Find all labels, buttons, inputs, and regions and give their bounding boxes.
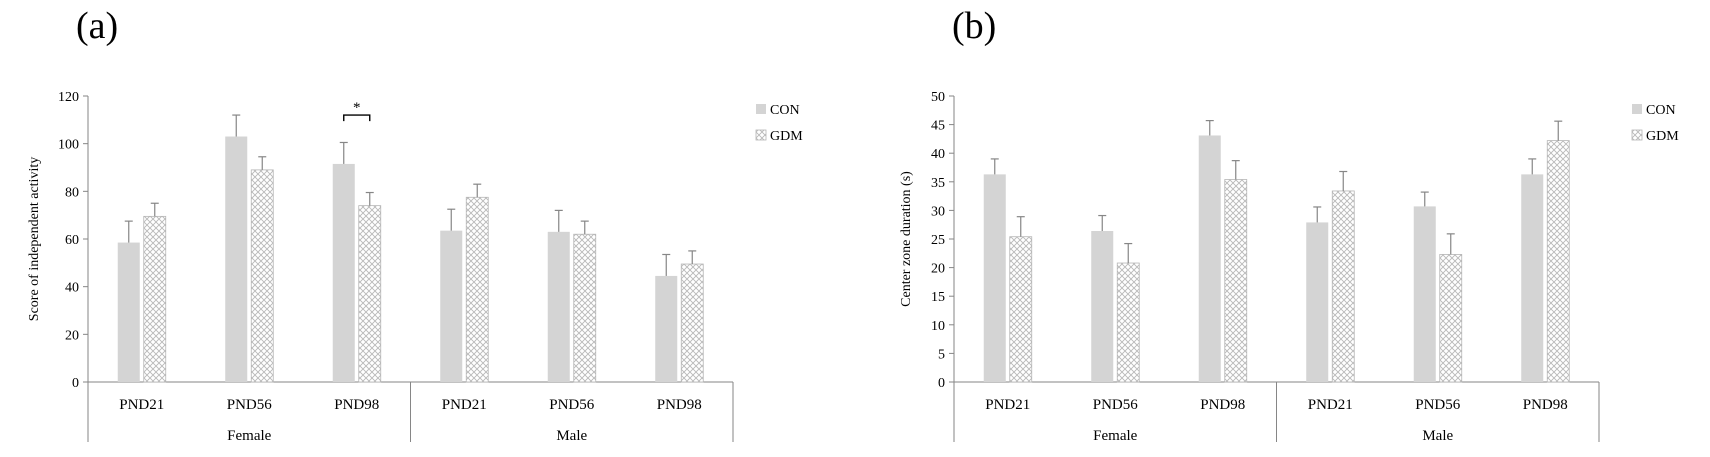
chart-panel-a: (a) 0 20 40 60 80 100 120 Score of independent a… [27, 5, 803, 444]
bar-gdm [1224, 179, 1248, 383]
x-tick-label: PND56 [1415, 397, 1461, 413]
bar-gdm [250, 169, 274, 383]
y-tick-label: 120 [58, 90, 79, 105]
legend-swatch-con [1632, 104, 1642, 114]
y-tick-label: 60 [65, 233, 79, 248]
x-tick-label: PND21 [985, 397, 1030, 413]
y-tick-label: 100 [58, 138, 79, 153]
bar-gdm [1009, 236, 1033, 383]
group-label: Male [1422, 428, 1453, 444]
bar-gdm [1331, 190, 1355, 383]
x-tick-label: PND98 [1200, 397, 1245, 413]
legend-swatch-con [756, 104, 766, 114]
bar-con [1091, 230, 1114, 382]
legend-swatch-gdm [1631, 129, 1643, 141]
legend-label-gdm: GDM [770, 129, 803, 144]
y-tick-label: 15 [931, 290, 945, 305]
bar-gdm [143, 215, 167, 383]
legend-label-con: CON [770, 103, 800, 118]
significance-marker: * [353, 100, 361, 116]
significance-bracket [343, 114, 371, 122]
bar-gdm [1546, 140, 1570, 383]
bar-con [332, 163, 355, 382]
x-tick-label: PND56 [549, 397, 595, 413]
panel-label: (b) [952, 5, 996, 47]
y-axis-title: Center zone duration (s) [899, 171, 914, 307]
chart-panel-b: (b) 0 5 10 15 20 25 30 35 40 45 50 Center zone durat… [899, 5, 1679, 444]
y-tick-label: 20 [931, 262, 945, 277]
y-tick-label: 20 [65, 328, 79, 343]
bar-gdm [1439, 254, 1463, 383]
bar-gdm [465, 196, 489, 383]
group-label: Female [1093, 428, 1137, 444]
y-tick-label: 80 [65, 185, 79, 200]
x-tick-label: PND98 [1523, 397, 1568, 413]
bar-con [1413, 206, 1436, 382]
y-tick-label: 5 [938, 347, 945, 362]
bar-gdm [680, 263, 704, 383]
y-tick-label: 25 [931, 233, 945, 248]
y-tick-label: 0 [72, 376, 79, 391]
x-tick-label: PND21 [442, 397, 487, 413]
x-tick-label: PND98 [657, 397, 702, 413]
legend-label-con: CON [1646, 103, 1676, 118]
panel-label: (a) [76, 5, 118, 47]
bar-con [983, 174, 1006, 382]
bar-con [1198, 135, 1221, 382]
legend-label-gdm: GDM [1646, 129, 1679, 144]
x-tick-label: PND56 [1093, 397, 1139, 413]
bar-con [547, 231, 570, 382]
bar-con [225, 136, 248, 382]
y-tick-label: 40 [931, 147, 945, 162]
bar-gdm [1116, 262, 1140, 383]
legend-swatch-gdm [755, 129, 767, 141]
y-tick-label: 35 [931, 176, 945, 191]
y-tick-label: 45 [931, 119, 945, 134]
group-label: Female [227, 428, 271, 444]
y-tick-label: 10 [931, 319, 945, 334]
bar-con [440, 230, 463, 382]
y-axis-title: Score of independent activity [27, 157, 42, 321]
x-tick-label: PND56 [227, 397, 273, 413]
y-tick-label: 0 [938, 376, 945, 391]
bar-gdm [358, 205, 382, 383]
x-tick-label: PND98 [334, 397, 379, 413]
bar-con [1521, 174, 1544, 382]
x-tick-label: PND21 [119, 397, 164, 413]
y-tick-label: 40 [65, 281, 79, 296]
y-tick-label: 50 [931, 90, 945, 105]
y-tick-label: 30 [931, 204, 945, 219]
bar-gdm [573, 233, 597, 383]
bar-con [655, 275, 678, 382]
x-tick-label: PND21 [1308, 397, 1353, 413]
group-label: Male [556, 428, 587, 444]
bar-con [117, 242, 140, 382]
bar-con [1306, 222, 1329, 382]
